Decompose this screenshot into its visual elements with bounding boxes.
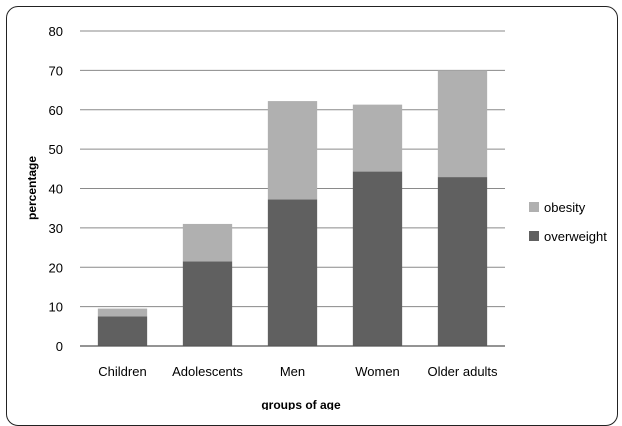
y-tick-label: 0 (56, 339, 63, 354)
y-tick-label: 30 (49, 221, 63, 236)
x-tick-label: Adolescents (172, 364, 243, 379)
y-tick-label: 80 (49, 24, 63, 39)
bar-obesity-children (97, 308, 148, 317)
y-tick-label: 50 (49, 142, 63, 157)
bar-overweight-adolescents (182, 261, 233, 346)
y-tick-label: 10 (49, 300, 63, 315)
y-tick-label: 40 (49, 182, 63, 197)
y-tick-label: 20 (49, 260, 63, 275)
bar-obesity-men (267, 101, 318, 200)
x-tick-label: Older adults (427, 364, 498, 379)
x-tick-label: Women (355, 364, 400, 379)
bar-overweight-women (352, 171, 403, 346)
legend-label-obesity: obesity (544, 200, 586, 215)
legend: obesity overweight (529, 200, 607, 244)
bar-obesity-older-adults (437, 70, 488, 178)
bar-overweight-children (97, 316, 148, 346)
bar-obesity-adolescents (182, 223, 233, 262)
x-tick-label: Children (98, 364, 146, 379)
x-tick-labels: Children Adolescents Men Women Older adults (98, 364, 498, 379)
y-tick-labels: 0 10 20 30 40 50 60 70 80 (49, 24, 63, 354)
bar-overweight-men (267, 199, 318, 346)
gridlines (80, 30, 505, 308)
x-axis-title: groups of age (261, 398, 341, 410)
bars (97, 70, 488, 346)
legend-label-overweight: overweight (544, 229, 607, 244)
legend-swatch-overweight (529, 231, 539, 241)
x-tick-label: Men (280, 364, 305, 379)
y-tick-label: 60 (49, 103, 63, 118)
y-tick-label: 70 (49, 63, 63, 78)
bar-overweight-older-adults (437, 177, 488, 346)
bar-obesity-women (352, 104, 403, 172)
y-axis-title: percentage (25, 156, 39, 220)
legend-swatch-obesity (529, 202, 539, 212)
stacked-bar-chart: 0 10 20 30 40 50 60 70 80 Children Adolescents Men… (25, 24, 607, 410)
